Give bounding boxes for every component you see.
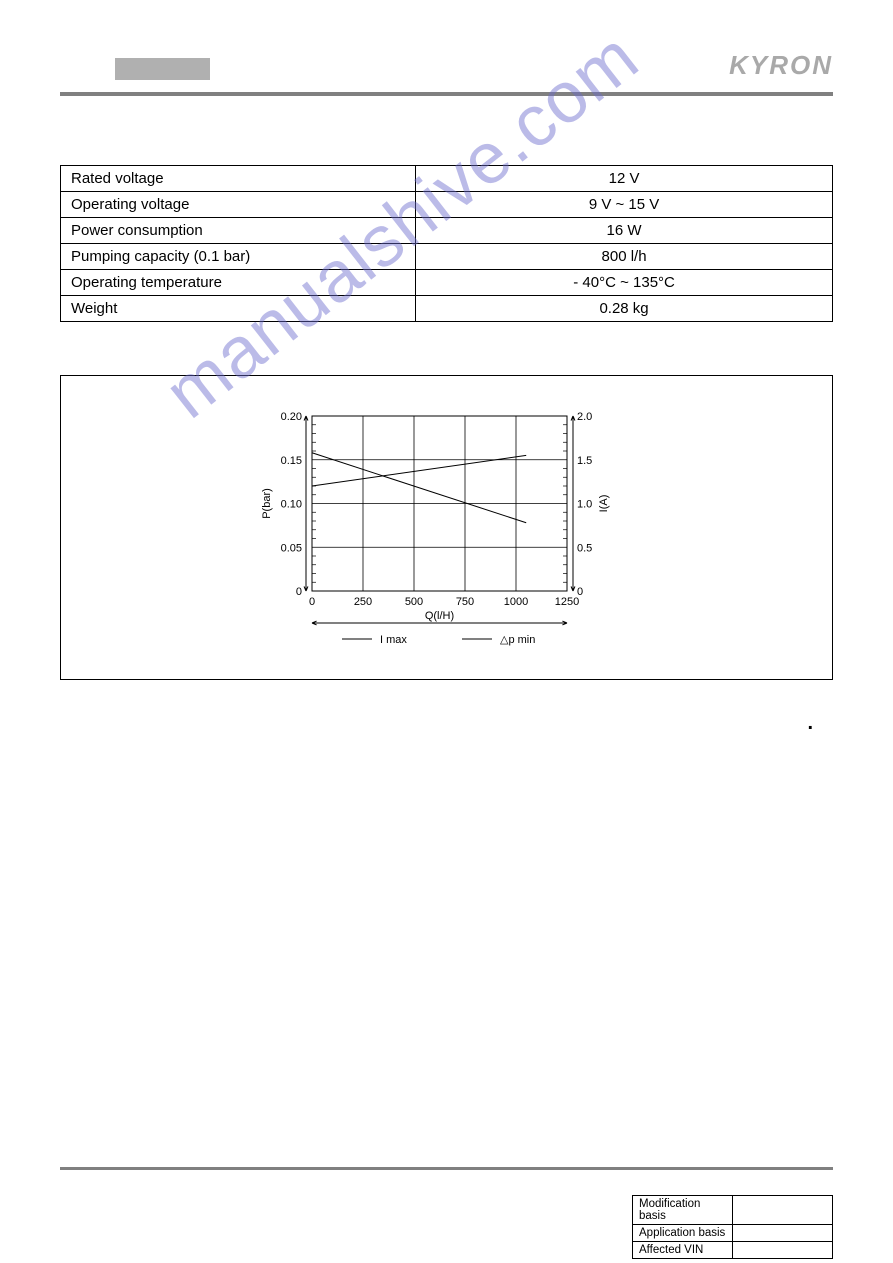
spec-label: Operating voltage [61,192,416,218]
svg-text:750: 750 [455,596,473,608]
spec-value: - 40°C ~ 135°C [416,270,833,296]
svg-text:2.0: 2.0 [577,411,592,423]
svg-text:500: 500 [404,596,422,608]
header-swatch [115,58,210,80]
svg-text:250: 250 [353,596,371,608]
spec-label: Rated voltage [61,166,416,192]
spec-label: Power consumption [61,218,416,244]
spec-value: 12 V [416,166,833,192]
spec-table: Rated voltage12 VOperating voltage9 V ~ … [60,165,833,322]
svg-text:△p min: △p min [500,634,535,646]
spec-label: Weight [61,296,416,322]
svg-text:1.5: 1.5 [577,455,592,467]
footer-value [733,1196,833,1225]
table-row: Weight0.28 kg [61,296,833,322]
spec-value: 800 l/h [416,244,833,270]
svg-text:I max: I max [380,634,407,646]
table-row: Pumping capacity (0.1 bar)800 l/h [61,244,833,270]
spec-label: Pumping capacity (0.1 bar) [61,244,416,270]
table-row: Modification basis [633,1196,833,1225]
footer-label: Application basis [633,1225,733,1242]
svg-text:I(A): I(A) [598,495,610,513]
table-row: Rated voltage12 V [61,166,833,192]
svg-text:1.0: 1.0 [577,499,592,511]
svg-text:0.10: 0.10 [280,499,301,511]
table-row: Operating temperature- 40°C ~ 135°C [61,270,833,296]
svg-text:0: 0 [308,596,314,608]
footer-rule [60,1167,833,1170]
svg-text:0.05: 0.05 [280,542,301,554]
table-row: Application basis [633,1225,833,1242]
spec-value: 16 W [416,218,833,244]
page-dot: . [807,712,813,735]
footer-label: Affected VIN [633,1242,733,1259]
svg-text:1000: 1000 [503,596,527,608]
spec-label: Operating temperature [61,270,416,296]
spec-value: 0.28 kg [416,296,833,322]
page: KYRON Rated voltage12 VOperating voltage… [0,0,893,1263]
svg-text:1250: 1250 [554,596,578,608]
footer-value [733,1242,833,1259]
page-header: KYRON [60,50,833,90]
footer-value [733,1225,833,1242]
svg-text:0: 0 [577,586,583,598]
footer-label: Modification basis [633,1196,733,1225]
table-row: Power consumption16 W [61,218,833,244]
brand-logo: KYRON [729,50,833,81]
svg-text:0: 0 [295,586,301,598]
table-row: Operating voltage9 V ~ 15 V [61,192,833,218]
svg-text:P(bar): P(bar) [261,488,273,519]
svg-text:0.5: 0.5 [577,542,592,554]
footer-table: Modification basisApplication basisAffec… [632,1195,833,1259]
table-row: Affected VIN [633,1242,833,1259]
header-rule [60,92,833,96]
spec-value: 9 V ~ 15 V [416,192,833,218]
svg-text:0.15: 0.15 [280,455,301,467]
svg-text:Q(l/H): Q(l/H) [424,610,453,622]
svg-text:0.20: 0.20 [280,411,301,423]
chart-container: 02505007501000125000.050.100.150.2000.51… [60,375,833,680]
pump-chart: 02505007501000125000.050.100.150.2000.51… [237,396,657,666]
